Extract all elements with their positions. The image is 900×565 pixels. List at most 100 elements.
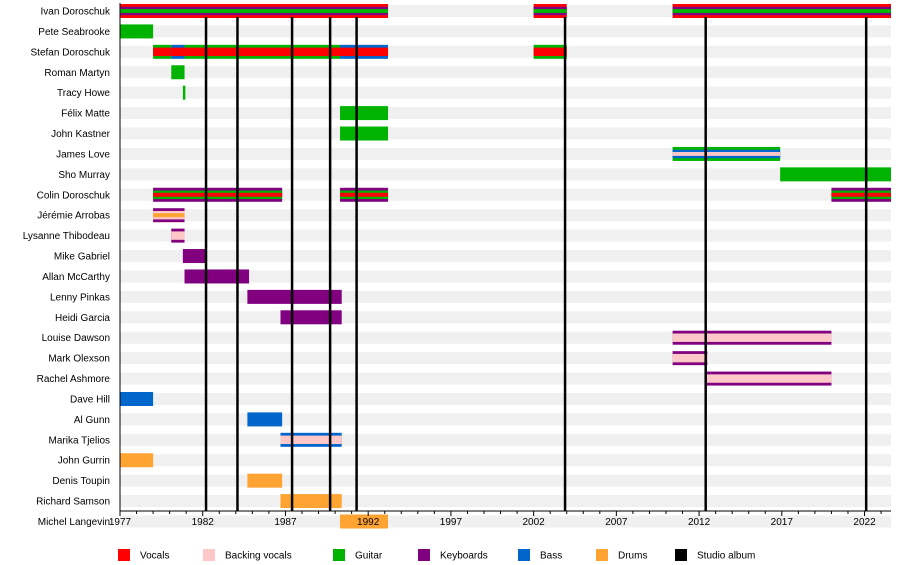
row-band: [120, 127, 891, 140]
bar-vocals: [533, 47, 567, 57]
x-tick-label: 1977: [109, 517, 132, 528]
x-tick-label: 2012: [688, 517, 711, 528]
member-name: Pete Seabrooke: [38, 27, 110, 38]
bar-vocals: [184, 47, 341, 57]
bar-bass: [247, 412, 283, 427]
member-name: John Kastner: [51, 129, 111, 140]
row-band: [120, 229, 891, 242]
row-band: [120, 474, 891, 487]
row-band: [120, 413, 891, 426]
member-name: Marika Tjelios: [49, 435, 111, 446]
bar-keyboards: [182, 249, 207, 264]
row-band: [120, 392, 891, 405]
legend-swatch-backing: [203, 549, 215, 561]
member-name: Colin Doroschuk: [37, 190, 111, 201]
bar-backing: [171, 231, 185, 240]
row-band: [120, 515, 891, 528]
legend-swatch-album: [675, 549, 687, 561]
x-tick-label: 1987: [274, 517, 297, 528]
row-band: [120, 188, 891, 201]
bar-drums: [120, 453, 154, 468]
bar-vocals: [340, 192, 389, 197]
row-band: [120, 168, 891, 181]
row-band: [120, 495, 891, 508]
member-name: Stefan Doroschuk: [31, 47, 111, 58]
bar-vocals: [171, 47, 185, 57]
bar-vocals: [153, 47, 172, 57]
row-band: [120, 311, 891, 324]
member-name: Jérémie Arrobas: [37, 211, 110, 222]
bar-vocals: [340, 47, 389, 57]
member-name: Al Gunn: [74, 415, 110, 426]
member-name: Dave Hill: [70, 394, 110, 405]
bar-drums: [153, 213, 185, 218]
bar-bass: [120, 391, 154, 406]
bar-drums: [247, 473, 283, 488]
row-band: [120, 433, 891, 446]
row-band: [120, 107, 891, 120]
x-tick-label: 2007: [605, 517, 628, 528]
bar-vocals: [831, 192, 891, 197]
row-band: [120, 352, 891, 365]
bar-drums: [280, 494, 342, 509]
bar-drums: [340, 514, 389, 529]
member-name: Roman Martyn: [44, 68, 110, 79]
member-name: Rachel Ashmore: [37, 374, 111, 385]
member-name: Mike Gabriel: [54, 252, 110, 263]
bar-keyboards: [280, 310, 342, 325]
row-band: [120, 66, 891, 79]
bar-backing: [705, 374, 832, 383]
bar-guitar: [340, 106, 389, 121]
x-tick-label: 2022: [853, 517, 876, 528]
member-name: Louise Dawson: [42, 333, 110, 344]
bar-backing: [672, 353, 708, 363]
row-band: [120, 25, 891, 38]
x-tick-label: 1982: [192, 517, 215, 528]
x-tick-label: 1992: [357, 517, 380, 528]
legend-swatch-vocals: [118, 549, 130, 561]
member-name: Lenny Pinkas: [50, 292, 110, 303]
member-name: Richard Samson: [36, 497, 110, 508]
bar-keyboards: [184, 269, 250, 284]
member-name: Sho Murray: [58, 170, 110, 181]
member-name: Tracy Howe: [57, 88, 110, 99]
bar-vocals: [153, 192, 283, 197]
bar-guitar: [340, 126, 389, 141]
bar-guitar: [120, 9, 389, 13]
bar-guitar: [171, 65, 185, 80]
member-name: Michel Langevin: [38, 517, 110, 528]
legend-swatch-guitar: [333, 549, 345, 561]
member-name: Lysanne Thibodeau: [23, 231, 110, 242]
x-tick-label: 2002: [523, 517, 546, 528]
legend-label-album: Studio album: [697, 551, 755, 562]
legend-swatch-bass: [518, 549, 530, 561]
bar-guitar: [533, 9, 567, 13]
x-tick-label: 1997: [440, 517, 463, 528]
legend-label-keyboards: Keyboards: [440, 551, 488, 562]
member-name: Heidi Garcia: [55, 313, 110, 324]
bar-guitar: [780, 167, 891, 182]
legend-label-guitar: Guitar: [355, 551, 383, 562]
bar-backing: [672, 151, 781, 156]
bar-guitar: [672, 9, 891, 13]
legend-label-backing: Backing vocals: [225, 551, 292, 562]
member-name: Félix Matte: [61, 109, 110, 120]
legend-swatch-drums: [596, 549, 608, 561]
member-name: James Love: [56, 149, 110, 160]
legend-label-bass: Bass: [540, 551, 562, 562]
member-name: Mark Olexson: [48, 354, 110, 365]
row-band: [120, 86, 891, 99]
bar-guitar: [182, 85, 186, 100]
legend-label-drums: Drums: [618, 551, 647, 562]
row-band: [120, 270, 891, 283]
bar-keyboards: [247, 289, 342, 304]
member-name: Ivan Doroschuk: [41, 7, 111, 18]
member-name: John Gurrin: [58, 456, 110, 467]
row-band: [120, 250, 891, 263]
legend-swatch-keyboards: [418, 549, 430, 561]
member-name: Allan McCarthy: [42, 272, 110, 283]
legend-label-vocals: Vocals: [140, 551, 169, 562]
bar-backing: [280, 435, 342, 445]
bar-backing: [672, 333, 832, 342]
